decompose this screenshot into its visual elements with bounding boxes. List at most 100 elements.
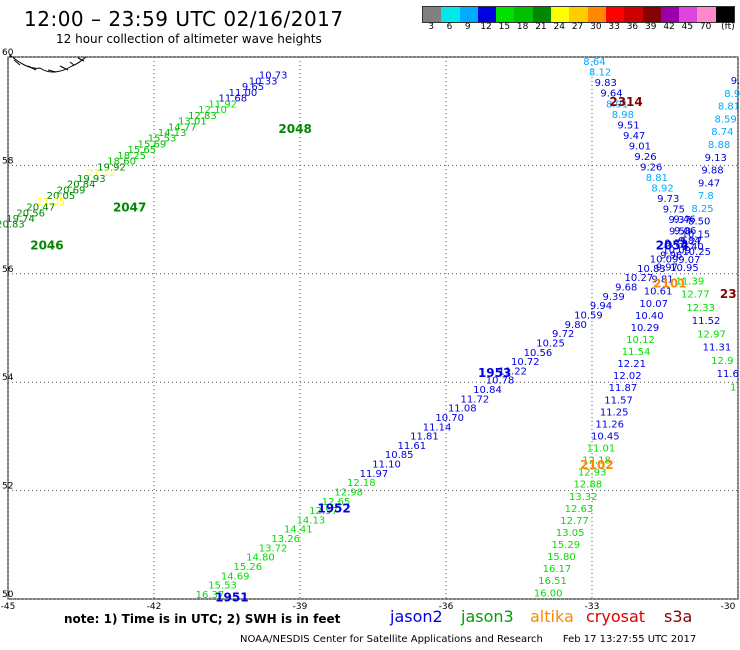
wave-height-value: 15.80 (547, 552, 576, 563)
wave-height-value: 11.6 (717, 369, 739, 380)
color-swatch-14 (679, 7, 698, 22)
wave-height-value: 14.77 (168, 122, 197, 133)
lon-tick-label: -30 (721, 602, 736, 612)
color-scale-label: 21 (535, 22, 547, 32)
wave-height-value: 20.83 (0, 220, 25, 231)
wave-height-value: 11.81 (410, 432, 439, 443)
wave-height-value: 13.32 (569, 492, 598, 503)
wave-height-value: 9.40 (682, 242, 704, 253)
wave-height-value: 11.52 (692, 316, 721, 327)
wave-height-value: 19.92 (97, 162, 126, 173)
wave-height-value: 11.92 (208, 99, 237, 110)
wave-height-value: 9.26 (640, 163, 662, 174)
color-scale-label: 3 (428, 22, 435, 32)
color-scale-label: 6 (446, 22, 453, 32)
color-scale-label: 15 (498, 22, 511, 32)
wave-height-value: 13.05 (556, 528, 585, 539)
wave-height-value: 20.47 (26, 203, 55, 214)
color-swatch-9 (587, 7, 606, 22)
pass-time-label: 23 (720, 287, 737, 301)
wave-height-value: 9.73 (665, 238, 687, 249)
wave-height-value: 15.53 (148, 134, 177, 145)
color-swatch-13 (660, 7, 680, 22)
wave-height-value: 11.26 (595, 419, 624, 430)
wave-height-value: 16.17 (543, 564, 572, 575)
wave-height-value: 11.31 (703, 343, 732, 354)
color-swatch-10 (605, 7, 625, 22)
lon-tick-label: -33 (585, 602, 600, 612)
wave-height-value: 16.37 (196, 590, 225, 601)
pass-time-label: 2054 (656, 238, 689, 252)
pass-time-label: 2047 (113, 200, 146, 214)
wave-height-value: 9.13 (705, 153, 727, 164)
wave-height-value: 9.94 (590, 301, 612, 312)
wave-height-value: 11.68 (218, 94, 247, 105)
wave-height-value: 10.25 (536, 338, 565, 349)
page-title: 12:00 – 23:59 UTC 02/16/2017 (24, 7, 344, 31)
wave-height-value: 10.59 (574, 311, 603, 322)
wave-height-value: 10.27 (625, 273, 654, 284)
wave-height-value: 12.83 (188, 111, 217, 122)
wave-height-value: 9.26 (634, 152, 656, 163)
pass-time-label: 2048 (278, 122, 311, 136)
lat-tick-label: 52 (2, 482, 13, 492)
wave-height-value: 11.01 (587, 444, 616, 455)
wave-height-value: 14.69 (221, 571, 250, 582)
wave-height-value: 11.00 (229, 88, 258, 99)
wave-height-value: 18.60 (107, 157, 136, 168)
wave-height-value: 20.84 (67, 180, 96, 191)
wave-height-value: 9.81 (651, 275, 673, 286)
wave-height-value: 10.12 (626, 335, 655, 346)
wave-height-value: 8.81 (646, 173, 668, 184)
lat-tick-label: 50 (2, 590, 14, 600)
color-scale-label: 12 (480, 22, 492, 32)
wave-height-value: 9.65 (242, 82, 264, 93)
wave-height-value: 12.18 (582, 456, 611, 467)
wave-height-value: 9.27 (680, 236, 702, 247)
wave-height-value: 12.18 (347, 478, 376, 489)
wave-height-value: 9.01 (629, 141, 651, 152)
wave-height-value: 10.15 (682, 229, 711, 240)
wave-height-value: 12.63 (565, 504, 594, 515)
lat-tick-label: 56 (2, 265, 14, 275)
color-swatch-8 (569, 7, 588, 22)
wave-height-value: 9.73 (657, 194, 679, 205)
wave-height-value: 8.81 (718, 102, 740, 113)
wave-height-value: 9.97 (656, 263, 678, 274)
wave-height-value: 12.98 (334, 487, 363, 498)
footer-credit: NOAA/NESDIS Center for Satellite Applica… (240, 634, 696, 645)
generated-timestamp: Feb 17 13:27:55 UTC 2017 (562, 634, 697, 645)
wave-height-value: 9.46 (673, 214, 695, 225)
wave-height-value: 9.47 (623, 131, 645, 142)
legend-s3a: s3a (664, 607, 693, 626)
wave-height-value: 8.25 (691, 204, 713, 215)
pass-time-label: 2102 (580, 458, 613, 472)
wave-height-value: 15.65 (128, 145, 157, 156)
wave-height-value: 15.69 (138, 139, 167, 150)
color-swatch-15 (697, 7, 716, 22)
wave-height-value: 7.8 (698, 191, 714, 202)
wave-height-value: 12.9 (711, 356, 733, 367)
wave-height-value: 11.25 (600, 407, 629, 418)
wave-height-value: 11.57 (604, 395, 633, 406)
pass-time-label: 1952 (317, 501, 350, 515)
color-scale-label: 9 (464, 22, 471, 32)
wave-height-value: 8.74 (711, 127, 733, 138)
wave-height-value: 12.02 (613, 371, 642, 382)
color-swatch-6 (532, 7, 552, 22)
wave-height-value: 10.73 (259, 71, 288, 82)
legend-cryosat: cryosat (586, 607, 646, 626)
wave-height-value: 11.54 (622, 347, 651, 358)
wave-height-value: 20.69 (57, 185, 86, 196)
wave-height-value: 14.80 (246, 553, 275, 564)
wave-height-value: 9.51 (617, 120, 639, 131)
color-scale-label: 36 (626, 22, 639, 32)
wave-height-value: 11.87 (609, 383, 638, 394)
axis-labels: -45 -42 -39 -36 -33 -30 50 52 54 56 58 60 (1, 48, 736, 612)
color-swatch-16 (715, 7, 735, 22)
wave-height-value: 10.56 (524, 348, 553, 359)
lat-tick-label: 54 (2, 373, 14, 383)
wave-height-value: 10.70 (435, 413, 464, 424)
color-scale-bar (422, 6, 736, 23)
wave-height-value: 16.00 (534, 588, 563, 599)
